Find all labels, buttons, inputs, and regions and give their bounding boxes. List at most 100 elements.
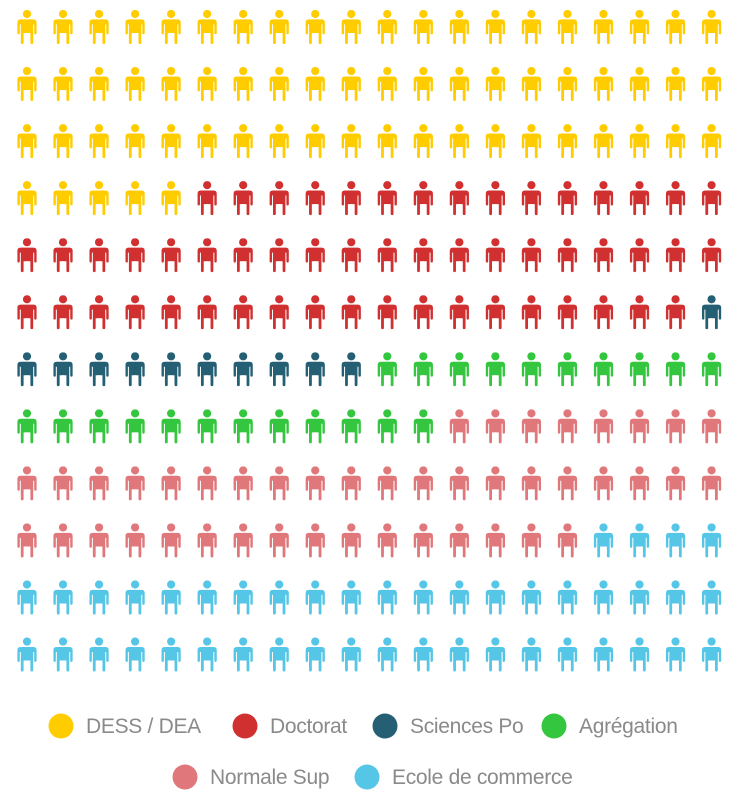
person-icon — [557, 124, 578, 159]
person-icon — [197, 67, 217, 102]
person-icon — [17, 67, 37, 102]
person-icon — [125, 295, 145, 330]
person-icon — [413, 124, 433, 159]
person-icon — [233, 523, 253, 558]
person-icon — [125, 67, 145, 102]
person-icon — [197, 580, 217, 615]
person-icon — [197, 238, 217, 273]
person-icon — [53, 523, 73, 558]
person-icon — [377, 523, 397, 558]
person-icon — [593, 10, 614, 44]
person-icon — [377, 580, 397, 615]
person-icon — [53, 124, 73, 159]
person-icon — [521, 67, 542, 102]
person-icon — [449, 124, 469, 159]
legend-swatch — [172, 764, 198, 790]
person-icon — [305, 238, 325, 273]
person-icon — [269, 637, 289, 672]
person-icon — [485, 10, 505, 44]
person-icon — [161, 10, 181, 44]
person-icon — [53, 67, 73, 102]
person-icon — [593, 352, 614, 387]
person-icon — [197, 295, 217, 330]
person-icon — [629, 580, 650, 615]
person-icon — [233, 181, 253, 216]
person-icon — [305, 523, 325, 558]
person-icon — [701, 580, 722, 615]
icon-grid — [17, 10, 722, 672]
person-icon — [233, 295, 253, 330]
legend-label: Sciences Po — [410, 715, 523, 738]
person-icon — [305, 295, 325, 330]
person-icon — [53, 238, 73, 273]
person-icon — [701, 352, 722, 387]
person-icon — [341, 580, 361, 615]
person-icon — [89, 10, 109, 44]
person-icon — [665, 523, 686, 558]
person-icon — [665, 637, 686, 672]
person-icon — [89, 238, 109, 273]
person-icon — [17, 352, 37, 387]
person-icon — [521, 466, 542, 501]
person-icon — [125, 124, 145, 159]
person-icon — [341, 409, 361, 444]
person-icon — [269, 409, 289, 444]
person-icon — [557, 580, 578, 615]
person-icon — [629, 637, 650, 672]
person-icon — [17, 409, 37, 444]
person-icon — [557, 181, 578, 216]
person-icon — [233, 124, 253, 159]
person-icon — [233, 352, 253, 387]
person-icon — [17, 523, 37, 558]
person-icon — [17, 238, 37, 273]
person-icon — [233, 10, 253, 44]
person-icon — [449, 295, 469, 330]
person-icon — [701, 295, 722, 330]
person-icon — [197, 352, 217, 387]
person-icon — [485, 637, 505, 672]
person-icon — [485, 124, 505, 159]
person-icon — [413, 523, 433, 558]
person-icon — [125, 409, 145, 444]
person-icon — [305, 580, 325, 615]
person-icon — [377, 466, 397, 501]
person-icon — [521, 10, 542, 44]
person-icon — [665, 409, 686, 444]
person-icon — [53, 10, 73, 44]
person-icon — [17, 181, 37, 216]
person-icon — [125, 238, 145, 273]
person-icon — [557, 466, 578, 501]
person-icon — [377, 67, 397, 102]
person-icon — [629, 352, 650, 387]
person-icon — [269, 238, 289, 273]
person-icon — [665, 124, 686, 159]
person-icon — [377, 295, 397, 330]
legend-label: Ecole de commerce — [392, 766, 572, 789]
person-icon — [161, 238, 181, 273]
person-icon — [413, 238, 433, 273]
person-icon — [557, 67, 578, 102]
person-icon — [629, 181, 650, 216]
person-icon — [17, 124, 37, 159]
person-icon — [449, 238, 469, 273]
person-icon — [269, 523, 289, 558]
person-icon — [701, 181, 722, 216]
person-icon — [233, 580, 253, 615]
person-icon — [593, 580, 614, 615]
person-icon — [701, 67, 722, 102]
person-icon — [629, 409, 650, 444]
person-icon — [665, 466, 686, 501]
person-icon — [233, 238, 253, 273]
person-icon — [449, 466, 469, 501]
person-icon — [485, 295, 505, 330]
person-icon — [269, 466, 289, 501]
person-icon — [341, 295, 361, 330]
person-icon — [593, 637, 614, 672]
person-icon — [629, 67, 650, 102]
person-icon — [665, 238, 686, 273]
person-icon — [413, 637, 433, 672]
person-icon — [161, 466, 181, 501]
person-icon — [305, 352, 325, 387]
person-icon — [665, 67, 686, 102]
